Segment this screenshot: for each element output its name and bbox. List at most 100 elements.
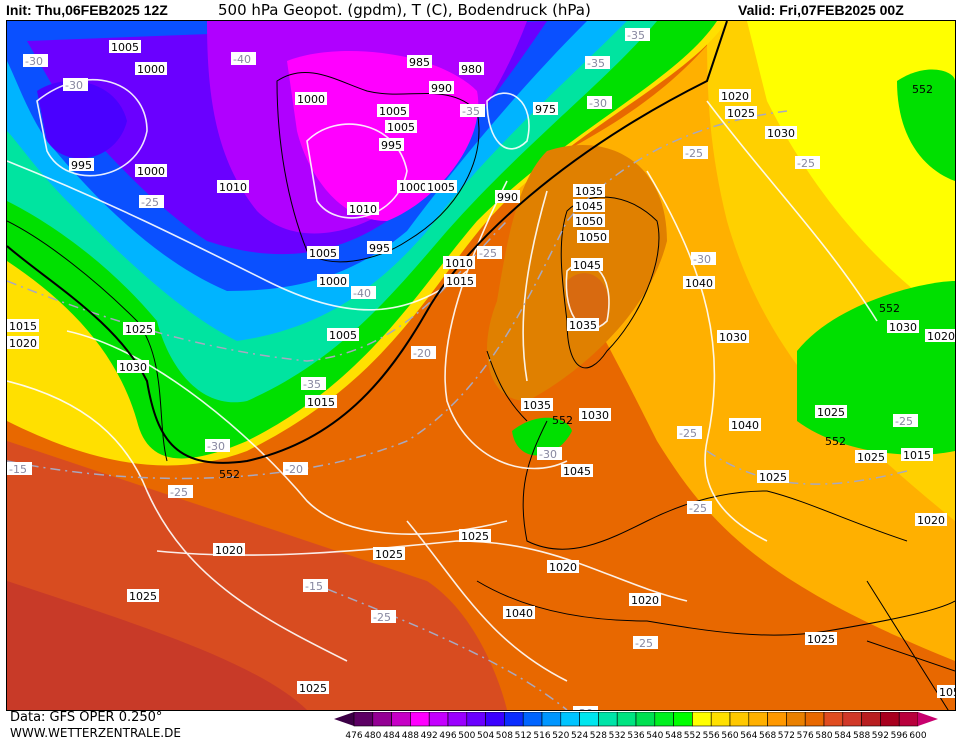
pressure-label: 1005 <box>379 105 407 118</box>
pressure-label-bg <box>317 274 349 287</box>
temperature-label-bg <box>683 146 708 159</box>
pressure-label-bg <box>573 184 605 197</box>
temperature-label: -15 <box>305 580 323 593</box>
colorbar-swatch <box>466 712 486 727</box>
colorbar-label: 548 <box>665 731 682 740</box>
pressure-label-bg <box>429 81 454 94</box>
height-label: 552 <box>879 302 900 315</box>
pressure-label: 1025 <box>727 107 755 120</box>
pressure-label: 1020 <box>917 514 945 527</box>
height-label: 552 <box>219 468 240 481</box>
pressure-label-bg <box>444 274 476 287</box>
colorbar-swatch <box>579 712 599 727</box>
colorbar-swatch <box>861 712 881 727</box>
colorbar-label: 556 <box>703 731 720 740</box>
pressure-label-bg <box>347 202 379 215</box>
pressure-label-bg <box>367 241 392 254</box>
552-contour <box>7 21 728 464</box>
pressure-label-bg <box>579 408 611 421</box>
colorbar-label: 476 <box>345 731 362 740</box>
colorbar-swatch <box>654 712 674 727</box>
colorbar-label: 492 <box>421 731 438 740</box>
pressure-label-bg <box>815 405 847 418</box>
pressure-label-bg <box>305 395 337 408</box>
pressure-label: 1045 <box>573 259 601 272</box>
pressure-label-bg <box>135 164 167 177</box>
pressure-label: 1040 <box>731 419 759 432</box>
height-label: 552 <box>552 414 573 427</box>
pressure-label-bg <box>725 106 757 119</box>
pressure-label: 1030 <box>767 127 795 140</box>
temperature-label: -35 <box>303 378 321 391</box>
temperature-label-bg <box>893 414 918 427</box>
pressure-label-bg <box>567 318 599 331</box>
pressure-label-bg <box>573 199 605 212</box>
pressure-label: 1015 <box>446 275 474 288</box>
pressure-label: 1010 <box>445 257 473 270</box>
pressure-label: 1025 <box>129 590 157 603</box>
colorbar-label: 508 <box>496 731 513 740</box>
height-label: 552 <box>912 83 933 96</box>
pressure-label-bg <box>7 319 39 332</box>
pressure-label-bg <box>7 336 39 349</box>
pressure-label: 1045 <box>575 200 603 213</box>
colorbar-swatch <box>485 712 505 727</box>
pressure-label: 1000 <box>399 181 427 194</box>
pressure-label: 995 <box>381 139 402 152</box>
pressure-label-bg <box>379 138 404 151</box>
pressure-label: 1015 <box>903 449 931 462</box>
colorbar-swatch <box>635 712 656 727</box>
colorbar-swatch <box>560 712 580 727</box>
pressure-label-bg <box>901 448 933 461</box>
colorbar-label: 512 <box>515 731 532 740</box>
colorbar-swatch <box>898 712 919 727</box>
colorbar-label: 600 <box>909 731 926 740</box>
colorbar-label: 524 <box>571 731 588 740</box>
data-source: Data: GFS OPER 0.250° <box>10 710 163 725</box>
colorbar-label: 564 <box>740 731 757 740</box>
pressure-label: 1005 <box>427 181 455 194</box>
pressure-label-bg <box>915 513 947 526</box>
temperature-label: -15 <box>9 463 27 476</box>
temperature-label-bg <box>371 610 396 623</box>
colorbar-swatch <box>692 712 712 727</box>
temperature-label: -30 <box>539 448 557 461</box>
temperature-label: -25 <box>479 247 497 260</box>
colorbar-label: 568 <box>759 731 776 740</box>
colorbar-label: 504 <box>477 731 494 740</box>
colorbar-swatch <box>748 712 768 727</box>
colorbar-swatch <box>710 712 731 727</box>
temperature-label: -35 <box>462 105 480 118</box>
pressure-label: 1025 <box>125 323 153 336</box>
temperature-label-bg <box>23 54 48 67</box>
pressure-label-bg <box>503 606 535 619</box>
temperature-label-bg <box>537 447 562 460</box>
pressure-label-bg <box>925 329 955 342</box>
pressure-label-bg <box>385 120 417 133</box>
temperature-label-bg <box>283 462 308 475</box>
colorbar-swatch <box>786 712 806 727</box>
colorbar-label: 560 <box>721 731 738 740</box>
pressure-label: 1000 <box>297 93 325 106</box>
pressure-label: 1050 <box>939 686 956 699</box>
pressure-label-bg <box>217 180 249 193</box>
colorbar-label: 516 <box>533 731 550 740</box>
pressure-label-bg <box>561 464 593 477</box>
pressure-label: 1020 <box>927 330 955 343</box>
pressure-label: 1050 <box>579 231 607 244</box>
temperature-label-bg <box>687 501 712 514</box>
temperature-label-bg <box>795 156 820 169</box>
pressure-label-bg <box>69 158 94 171</box>
pressure-label-bg <box>547 560 579 573</box>
temperature-label-bg <box>168 485 193 498</box>
pressure-label-bg <box>373 547 405 560</box>
pressure-label: 1020 <box>631 594 659 607</box>
colorbar-label: 528 <box>590 731 607 740</box>
colorbar-swatch <box>372 712 392 727</box>
colorbar-swatch <box>447 712 468 727</box>
colorbar-label: 552 <box>684 731 701 740</box>
temperature-label: -20 <box>285 463 303 476</box>
colorbar-swatch <box>428 712 449 727</box>
pressure-label: 975 <box>535 103 556 116</box>
pressure-label-bg <box>407 55 432 68</box>
